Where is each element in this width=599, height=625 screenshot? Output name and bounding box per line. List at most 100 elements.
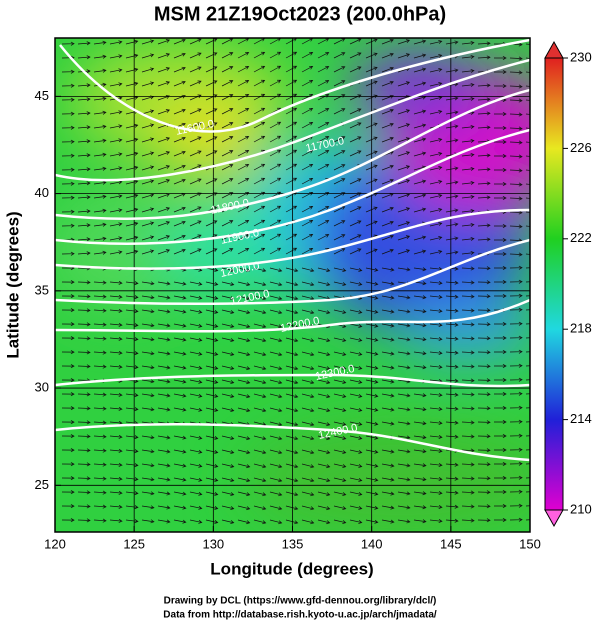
wind-arrow [301,351,315,357]
colorbar-tick-label: 226 [570,140,592,155]
wind-arrow [173,220,186,227]
wind-arrow [269,149,282,157]
wind-arrow [269,519,283,525]
wind-arrow [509,252,523,257]
wind-arrow [429,519,443,523]
wind-arrow [125,281,139,286]
wind-arrow [141,53,155,59]
wind-arrow [141,323,155,328]
wind-arrow [173,463,187,468]
wind-arrow [173,66,186,73]
wind-arrow [141,379,155,384]
wind-arrow [525,449,530,451]
wind-arrow [301,163,314,171]
wind-arrow [269,463,283,469]
wind-arrow [77,111,91,116]
wind-arrow [397,207,411,213]
wind-arrow [237,379,251,385]
wind-arrow [381,108,394,115]
wind-arrow [109,250,123,255]
wind-arrow [141,165,155,171]
wind-arrow [205,295,219,300]
wind-arrow [189,220,202,227]
wind-arrow [93,250,107,255]
wind-arrow [141,491,155,496]
wind-arrow [461,364,475,369]
wind-arrow [381,136,394,143]
wind-arrow [397,165,411,171]
wind-arrow [301,309,315,315]
wind-arrow [285,449,299,455]
contour-line [55,298,530,333]
wind-arrow [109,476,123,481]
wind-arrow [525,211,530,213]
wind-arrow [205,94,218,101]
wind-arrow [93,194,107,199]
wind-arrow [333,281,347,286]
wind-arrow [317,52,330,59]
wind-arrow [205,80,218,87]
wind-arrow [349,393,363,398]
wind-arrow [413,435,427,440]
wind-arrow [93,308,107,313]
wind-arrow [205,178,218,185]
wind-arrow [301,407,315,413]
wind-arrow [333,52,346,59]
wind-arrow [381,491,395,496]
wind-arrow [61,308,75,313]
wind-arrow [61,209,75,214]
wind-arrow [477,266,491,271]
wind-arrow [445,364,459,369]
wind-arrow [237,323,251,329]
wind-arrow [109,280,123,285]
wind-arrow [477,350,491,355]
wind-arrow [429,267,443,271]
wind-arrow [269,121,282,129]
wind-arrow [157,407,171,412]
wind-arrow [285,247,298,255]
wind-arrow [205,491,219,496]
wind-arrow [109,392,123,397]
wind-arrow [237,150,250,157]
wind-arrow [349,491,363,496]
wind-arrow [525,71,530,73]
wind-arrow [109,448,123,453]
wind-arrow [333,435,347,440]
wind-arrow [445,462,459,467]
wind-arrow [509,140,523,145]
wind-arrow [493,266,507,270]
wind-arrow [349,351,363,356]
wind-arrow [445,68,459,73]
wind-arrow [349,519,363,524]
wind-arrow [509,84,523,89]
wind-arrow [253,365,267,371]
wind-arrow [397,151,411,157]
wind-arrow [525,337,530,339]
wind-arrow [317,80,330,87]
wind-arrow [157,393,171,398]
wind-arrow [333,150,346,157]
wind-arrow [509,349,523,354]
wind-arrow [269,393,283,399]
wind-arrow [269,449,283,455]
wind-arrow [445,250,459,255]
wind-arrow [461,194,475,199]
wind-arrow [157,505,171,510]
wind-arrow [125,193,139,199]
wind-arrow [157,221,171,227]
wind-arrow [413,351,427,356]
wind-arrow [157,165,171,171]
wind-arrow [173,164,186,171]
wind-arrow [141,477,155,482]
wind-arrow [237,66,250,73]
wind-arrow [125,463,139,468]
wind-arrow [461,250,475,255]
wind-arrow [173,407,187,412]
wind-arrow [333,477,347,482]
wind-arrow [493,462,507,466]
wind-arrow [429,323,443,327]
wind-arrow [109,40,123,45]
wind-arrow [461,336,475,341]
wind-arrow [157,365,171,370]
wind-arrow [525,491,530,493]
